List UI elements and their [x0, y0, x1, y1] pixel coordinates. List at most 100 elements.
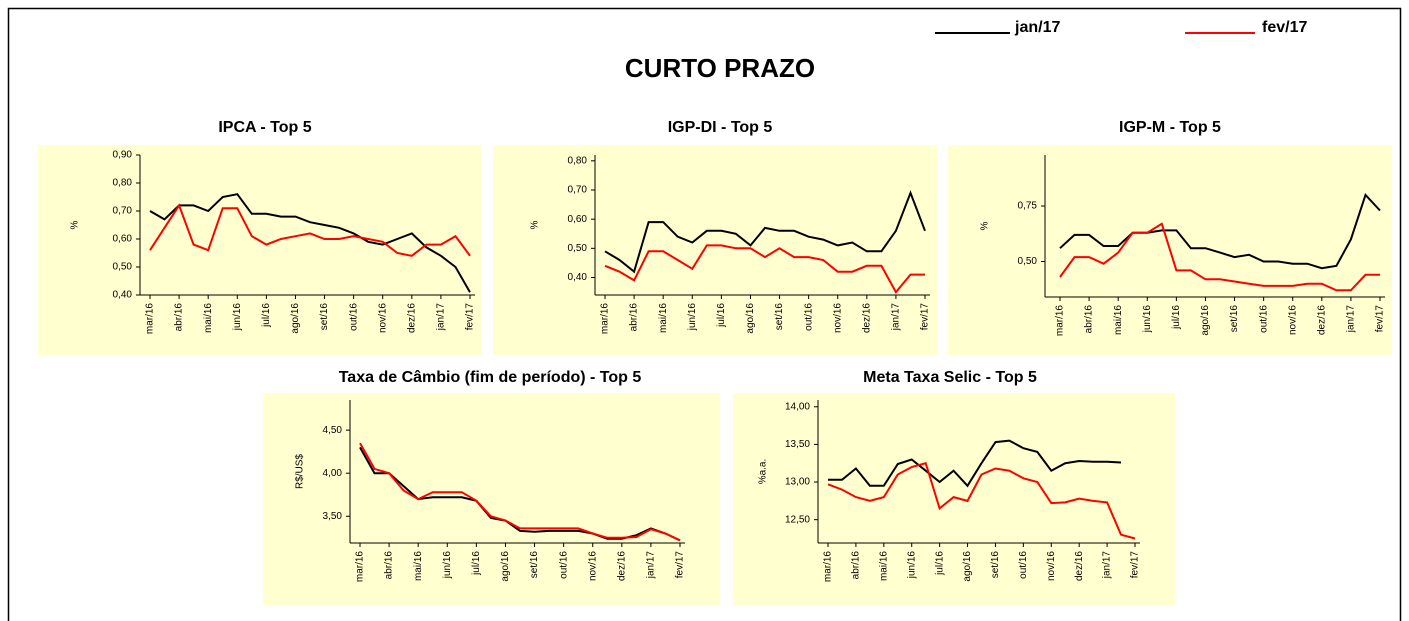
x-tick-label: mar/16	[1055, 305, 1066, 337]
x-tick-label: jan/17	[891, 303, 902, 332]
y-tick-label: 0,40	[113, 290, 133, 301]
y-tick-label: 12,50	[785, 514, 810, 525]
x-tick-label: abr/16	[384, 551, 395, 580]
panel	[263, 393, 720, 605]
x-tick-label: nov/16	[1046, 551, 1057, 581]
x-tick-label: mai/16	[878, 551, 889, 581]
line-series	[149, 203, 471, 257]
x-tick-label: set/16	[319, 303, 330, 331]
x-tick-label: set/16	[990, 551, 1001, 579]
x-tick-label: nov/16	[832, 303, 843, 333]
x-tick-label: jul/16	[261, 303, 272, 328]
y-tick-label: 0,50	[113, 262, 133, 273]
x-tick-label: set/16	[774, 303, 785, 331]
chart-title: IGP-DI - Top 5	[668, 119, 773, 136]
x-tick-label: ago/16	[1200, 305, 1211, 336]
panel	[733, 393, 1175, 605]
x-tick-label: mar/16	[600, 303, 611, 335]
x-tick-label: dez/16	[1074, 551, 1085, 581]
y-tick-label: 0,40	[568, 272, 588, 283]
y-axis-label: %a.a.	[758, 459, 769, 485]
y-tick-label: 0,60	[113, 234, 133, 245]
x-tick-label: fev/17	[465, 303, 476, 331]
x-tick-label: jan/17	[1102, 551, 1113, 580]
x-tick-label: jun/16	[1142, 305, 1153, 334]
page-title: CURTO PRAZO	[625, 53, 815, 83]
y-tick-label: 0,50	[568, 243, 588, 254]
x-tick-label: mai/16	[1113, 305, 1124, 335]
x-tick-label: dez/16	[1316, 305, 1327, 335]
chart-title: IPCA - Top 5	[218, 119, 311, 136]
x-tick-label: abr/16	[1084, 305, 1095, 334]
x-tick-label: set/16	[529, 551, 540, 579]
chart-title: Meta Taxa Selic - Top 5	[863, 369, 1037, 386]
line-series	[604, 190, 926, 274]
chart-title: IGP-M - Top 5	[1119, 119, 1221, 136]
x-tick-label: jul/16	[716, 303, 727, 328]
x-tick-label: nov/16	[1287, 305, 1298, 335]
y-axis-label: R$/US$	[295, 454, 306, 489]
x-tick-label: fev/17	[1375, 305, 1386, 333]
x-tick-label: ago/16	[745, 303, 756, 334]
x-tick-label: fev/17	[920, 303, 931, 331]
y-axis-label: %	[530, 220, 541, 229]
x-tick-label: mar/16	[145, 303, 156, 335]
x-tick-label: out/16	[558, 551, 569, 579]
y-tick-label: 13,00	[785, 477, 810, 488]
line-series	[1059, 192, 1381, 270]
x-tick-label: jul/16	[1171, 305, 1182, 330]
y-tick-label: 14,00	[785, 401, 810, 412]
y-axis-label: %	[70, 220, 81, 229]
x-tick-label: mar/16	[355, 551, 366, 583]
y-tick-label: 0,60	[568, 214, 588, 225]
y-tick-label: 0,80	[568, 155, 588, 166]
y-axis-label: %	[980, 221, 991, 230]
x-tick-label: abr/16	[174, 303, 185, 332]
x-tick-label: set/16	[1229, 305, 1240, 333]
x-tick-label: jan/17	[436, 303, 447, 332]
y-tick-label: 0,70	[568, 185, 588, 196]
y-tick-label: 4,00	[323, 468, 343, 479]
line-series	[827, 461, 1136, 540]
y-tick-label: 0,75	[1018, 201, 1038, 212]
x-tick-label: mai/16	[658, 303, 669, 333]
x-tick-label: jan/17	[646, 551, 657, 580]
line-series	[359, 442, 681, 542]
x-tick-label: mai/16	[203, 303, 214, 333]
panel	[38, 145, 482, 355]
x-tick-label: dez/16	[406, 303, 417, 333]
x-tick-label: nov/16	[587, 551, 598, 581]
x-tick-label: ago/16	[500, 551, 511, 582]
x-tick-label: jul/16	[934, 551, 945, 576]
x-tick-label: jan/17	[1346, 305, 1357, 334]
x-tick-label: ago/16	[962, 551, 973, 582]
x-tick-label: dez/16	[861, 303, 872, 333]
y-tick-label: 0,50	[1018, 256, 1038, 267]
x-tick-label: out/16	[1258, 305, 1269, 333]
x-tick-label: abr/16	[629, 303, 640, 332]
line-series	[828, 439, 1122, 488]
frame	[7, 7, 1402, 621]
y-tick-label: 0,90	[113, 150, 133, 161]
x-tick-label: jun/16	[442, 551, 453, 580]
y-tick-label: 0,80	[113, 178, 133, 189]
x-tick-label: fev/17	[1130, 551, 1141, 579]
x-tick-label: jun/16	[687, 303, 698, 332]
x-tick-label: mar/16	[823, 551, 834, 583]
y-tick-label: 13,50	[785, 439, 810, 450]
x-tick-label: mai/16	[413, 551, 424, 581]
x-tick-label: nov/16	[377, 303, 388, 333]
x-tick-label: jun/16	[232, 303, 243, 332]
x-tick-label: out/16	[1018, 551, 1029, 579]
x-tick-label: ago/16	[290, 303, 301, 334]
x-tick-label: fev/17	[675, 551, 686, 579]
line-series	[604, 244, 925, 294]
line-series	[1059, 222, 1380, 292]
y-tick-label: 4,50	[323, 425, 343, 436]
line-series	[149, 193, 471, 293]
x-tick-label: dez/16	[616, 551, 627, 581]
x-tick-label: jul/16	[471, 551, 482, 576]
y-tick-label: 0,70	[113, 206, 133, 217]
y-tick-label: 3,50	[323, 511, 343, 522]
